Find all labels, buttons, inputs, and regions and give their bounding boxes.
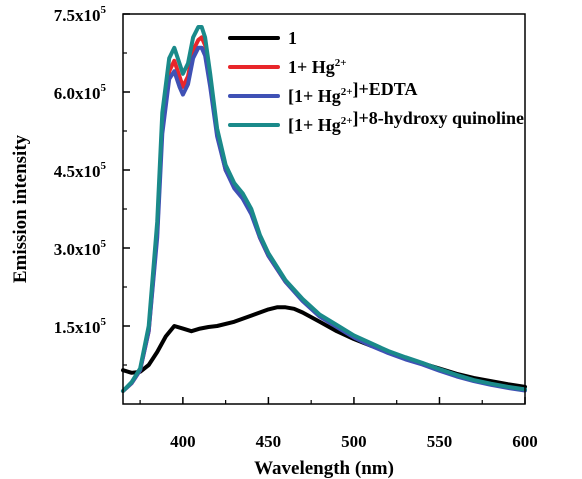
x-tick-label-3: 500 (341, 432, 367, 451)
legend-label-4: [1+ Hg2+]+8-hydroxy quinoline (288, 108, 524, 135)
x-tick-label-2: 450 (256, 432, 282, 451)
y-tick-label-5: 7.5x105 (54, 4, 107, 25)
x-tick-label-1: 400 (170, 432, 196, 451)
axis-ticks: 400 450 500 550 600 1.5x105 3.0x105 4.5x105 6.0x… (54, 4, 538, 451)
legend-label-1: 1 (288, 28, 297, 48)
y-tick-label-4: 6.0x105 (54, 82, 107, 103)
series-line-4 (121, 25, 527, 393)
y-tick-label-2: 3.0x105 (54, 238, 107, 259)
y-axis-title: Emission intensity (10, 134, 31, 283)
plot-lines (121, 25, 527, 393)
x-tick-label-5: 600 (512, 432, 538, 451)
legend-label-2: 1+ Hg2+ (288, 57, 347, 77)
y-tick-label-3: 4.5x105 (54, 160, 107, 181)
x-axis-title: Wavelength (nm) (254, 458, 394, 479)
legend-label-3: [1+ Hg2+]+EDTA (288, 79, 417, 106)
legend: 1 1+ Hg2+[1+ Hg2+]+EDTA[1+ Hg2+]+8-hydrox… (228, 28, 524, 135)
y-tick-label-1: 1.5x105 (54, 316, 107, 337)
x-tick-label-4: 550 (427, 432, 453, 451)
